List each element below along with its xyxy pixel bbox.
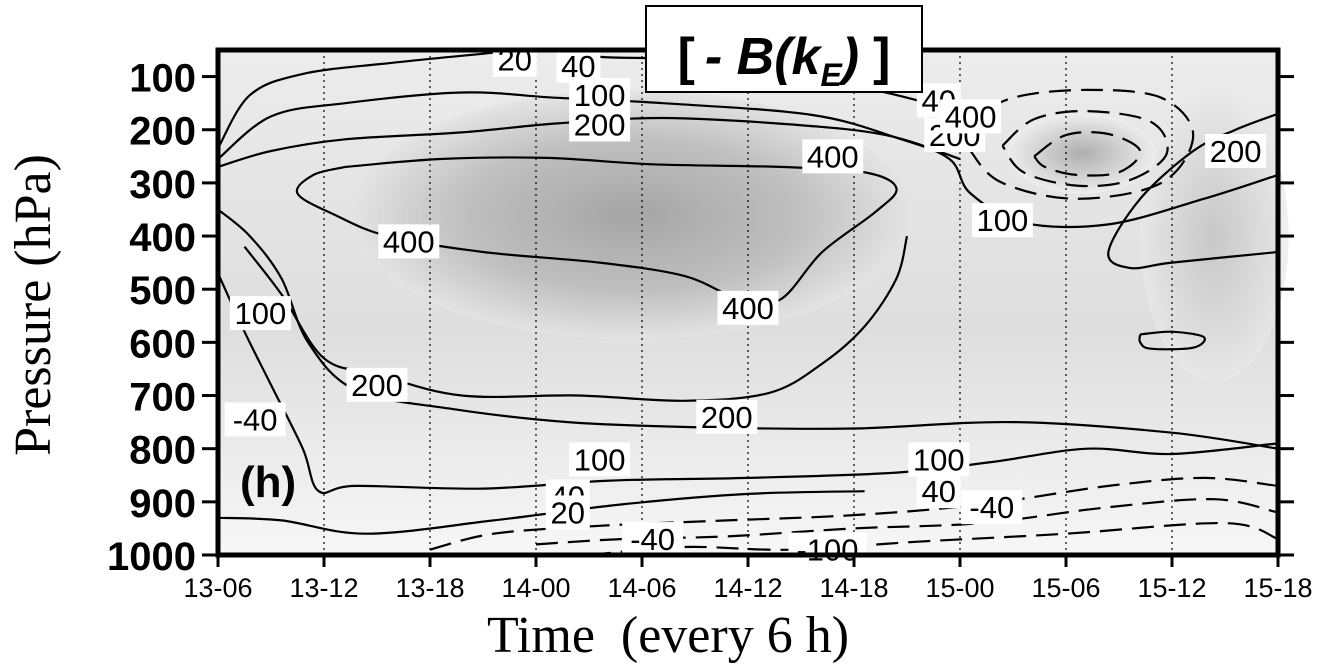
title-subscript: E	[820, 57, 843, 93]
contour-label-bg	[224, 402, 286, 437]
contour-line-20	[217, 51, 494, 149]
contour-label-bg	[229, 296, 291, 331]
contour-label: 200	[574, 107, 626, 142]
contour-dashed-neg40	[429, 476, 1279, 551]
x-tick-label: 13-12	[289, 573, 358, 603]
contour-dashed-neg200	[588, 521, 1279, 557]
contour-label: -40	[969, 490, 1014, 525]
x-tick-label: 15-18	[1243, 573, 1312, 603]
contour-label: 200	[351, 368, 403, 403]
contour-label-bg	[569, 442, 631, 477]
contour-label: 200	[1210, 134, 1262, 169]
contour-dashed-neg100	[1001, 109, 1169, 188]
contour-label: -40	[630, 522, 675, 557]
contour-line-400	[295, 156, 898, 305]
x-tick-label: 14-00	[501, 573, 570, 603]
contour-line-20	[217, 490, 865, 535]
shading-max-region	[350, 89, 913, 340]
contour-label: 100	[977, 203, 1029, 238]
contour-line-40	[1138, 330, 1206, 351]
x-tick-label: 15-00	[925, 573, 994, 603]
contour-line-200	[217, 116, 961, 168]
y-tick-label: 900	[129, 482, 196, 526]
contour-label: 100	[574, 442, 626, 477]
x-tick-label: 14-06	[607, 573, 676, 603]
x-tick-label: 14-18	[819, 573, 888, 603]
x-tick-label: 15-12	[1137, 573, 1206, 603]
y-tick-label: 700	[129, 376, 196, 420]
contour-label-bg	[696, 399, 758, 434]
contour-label-bg	[940, 99, 1002, 134]
y-tick-label: 600	[129, 322, 196, 366]
contour-label: 40	[561, 49, 595, 84]
contour-label: 100	[574, 78, 626, 113]
title-text: [- B(kE)]	[678, 28, 891, 93]
contour-label: 400	[945, 99, 997, 134]
contour-label-bg	[916, 474, 961, 509]
y-tick-label: 500	[129, 269, 196, 313]
contour-label-bg	[545, 495, 590, 530]
contour-label: 400	[383, 224, 435, 259]
contour-label: -40	[233, 402, 278, 437]
contour-label-bg	[802, 139, 864, 174]
x-tick-label: 13-06	[183, 573, 252, 603]
contour-label-bg	[569, 107, 631, 142]
chart-title: [- B(kE)]	[645, 5, 923, 93]
contour-label: 100	[235, 296, 287, 331]
title-suffix: )	[837, 28, 859, 86]
y-tick-label: 300	[129, 163, 196, 207]
x-axis: 13-06 13-12 13-18 14-00 14-06 14-12 14-18 15-00…	[183, 555, 1313, 603]
contour-line-40	[216, 272, 1279, 495]
y-tick-label: 100	[129, 57, 196, 101]
x-axis-label: Time (every 6 h)	[487, 607, 849, 664]
contour-label: 40	[922, 474, 956, 509]
contour-label-bg	[378, 224, 440, 259]
contour-label-bg	[961, 490, 1023, 525]
contour-line-100	[217, 91, 1279, 229]
x-tick-label: 13-18	[395, 573, 464, 603]
title-open-bracket: [	[678, 28, 695, 86]
contour-label-bg	[556, 48, 601, 83]
y-tick-label: 200	[129, 110, 196, 154]
contour-label-bg	[717, 290, 779, 325]
contour-label: 20	[551, 495, 585, 530]
y-tick-label: 400	[129, 216, 196, 260]
y-tick-label: 1000	[107, 535, 196, 579]
contour-line-200	[1107, 112, 1279, 270]
contour-dashed-neg40	[958, 88, 1195, 200]
contour-label: 400	[807, 139, 859, 174]
x-tick-label: 15-06	[1031, 573, 1100, 603]
contour-line-200	[243, 235, 909, 402]
y-axis-label: Pressure (hPa)	[5, 154, 62, 456]
contour-label-bg	[622, 522, 684, 557]
panel-label: (h)	[240, 458, 296, 507]
contour-dashed-neg200	[1033, 131, 1142, 177]
contour-labels: 20 40100200400402004001002004004001002002…	[224, 42, 1267, 568]
title-close-bracket: ]	[873, 28, 890, 86]
contour-label-bg	[971, 203, 1033, 238]
contour-label: 200	[701, 400, 753, 435]
title-prefix: - B(k	[705, 28, 824, 86]
contour-lines	[216, 48, 1279, 557]
contour-label-bg	[908, 442, 970, 477]
contour-label-bg	[1205, 134, 1267, 168]
shading-negative-core	[1007, 113, 1157, 194]
contour-label-bg	[569, 78, 631, 113]
y-tick-label: 800	[129, 429, 196, 473]
x-tick-label: 14-12	[713, 573, 782, 603]
contour-label: -100	[796, 533, 858, 568]
contour-line-100	[217, 208, 1279, 450]
contour-label: 100	[913, 442, 965, 477]
contour-label: 400	[722, 291, 774, 326]
contour-label-bg	[346, 367, 408, 402]
